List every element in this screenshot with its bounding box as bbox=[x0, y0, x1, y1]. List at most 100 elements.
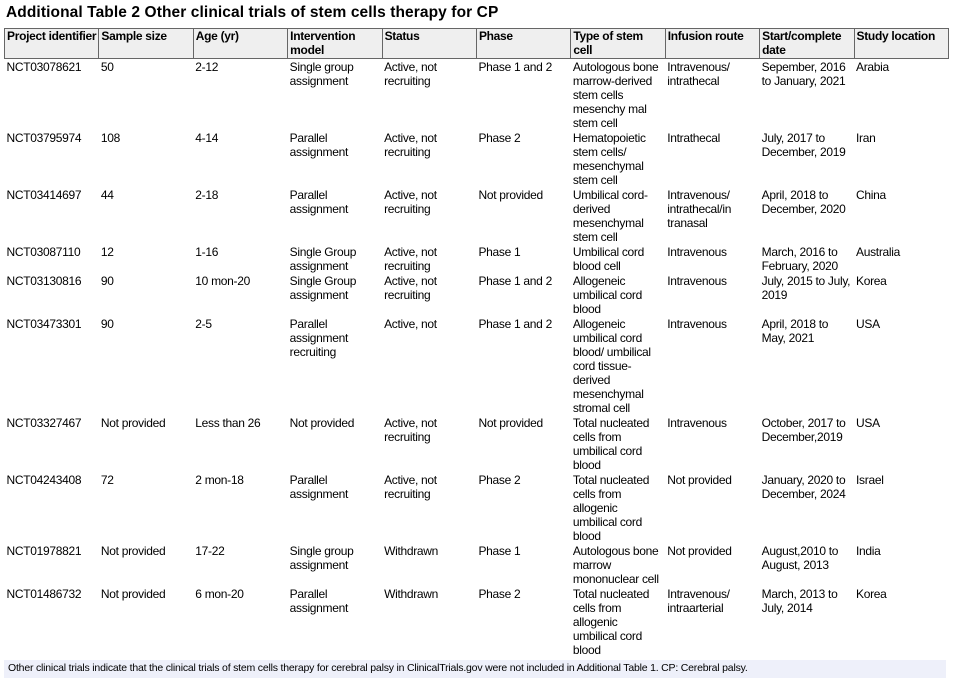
table-cell: Parallel assignment recruiting bbox=[289, 317, 349, 359]
table-cell: India bbox=[856, 544, 881, 558]
table-cell: NCT03795974 bbox=[6, 131, 82, 145]
table-cell: Umbilical cord blood cell bbox=[572, 245, 644, 273]
column-header: Age (yr) bbox=[192, 28, 289, 59]
column-header: Sample size bbox=[98, 28, 194, 59]
table-cell: Single group assignment bbox=[289, 544, 354, 572]
table-cell: Phase 2 bbox=[478, 131, 521, 145]
table-row: NCT03327467 Not provided Less than 26 Not p… bbox=[5, 415, 949, 472]
table-cell: Not provided bbox=[667, 544, 732, 558]
table-cell: NCT03087110 bbox=[6, 245, 81, 259]
table-cell: Australia bbox=[856, 245, 901, 259]
table-cell: Single Group assignment bbox=[289, 274, 357, 302]
column-header: Type of stem cell bbox=[570, 28, 666, 59]
table-cell: Active, not recruiting bbox=[384, 473, 437, 501]
table-row: NCT04243408 72 2 mon-18 Parallel assignment… bbox=[5, 472, 949, 543]
table-cell: NCT03078621 bbox=[6, 60, 82, 74]
column-header: Study location bbox=[853, 28, 949, 59]
column-header: Infusion route bbox=[664, 28, 761, 59]
table-cell: NCT01486732 bbox=[6, 587, 82, 601]
table-cell: 2-5 bbox=[195, 317, 212, 331]
table-cell: 2-18 bbox=[195, 188, 219, 202]
table-row: NCT01486732 Not provided 6 mon-20 Parallel … bbox=[5, 586, 949, 657]
table-row: NCT03795974 108 4-14 Parallel assignment Act… bbox=[5, 130, 949, 187]
table-body: NCT03078621 50 2-12 Single group assignment… bbox=[5, 59, 949, 657]
table-cell: Active, not recruiting bbox=[384, 188, 437, 216]
table-cell: Less than 26 bbox=[195, 416, 261, 430]
table-cell: 50 bbox=[100, 60, 114, 74]
table-cell: Phase 1 bbox=[478, 544, 521, 558]
table-cell: Sepember, 2016 to January, 2021 bbox=[761, 60, 846, 88]
column-header: Project identifier bbox=[3, 28, 100, 59]
table-cell: July, 2017 to December, 2019 bbox=[761, 131, 846, 159]
table-cell: 44 bbox=[100, 188, 114, 202]
table-cell: 6 mon-20 bbox=[195, 587, 244, 601]
table-cell: Not provided bbox=[478, 188, 543, 202]
table-cell: Intrathecal bbox=[667, 131, 720, 145]
table-row: NCT03087110 12 1-16 Single Group assignment… bbox=[5, 244, 949, 273]
table-cell: 72 bbox=[100, 473, 114, 487]
table-cell: 10 mon-20 bbox=[195, 274, 250, 288]
table-cell: Intravenous bbox=[667, 274, 727, 288]
table-cell: January, 2020 to December, 2024 bbox=[761, 473, 846, 501]
table-cell: 1-16 bbox=[195, 245, 219, 259]
table-cell: Phase 1 and 2 bbox=[478, 317, 552, 331]
table-cell: Active, not bbox=[384, 317, 437, 331]
table-cell: 108 bbox=[100, 131, 121, 145]
table-cell: Allogeneic umbilical cord blood bbox=[572, 274, 643, 316]
table-cell: Active, not recruiting bbox=[384, 60, 437, 88]
table-cell: Single Group assignment bbox=[289, 245, 357, 273]
table-cell: Intravenous bbox=[667, 416, 727, 430]
table-cell: NCT03327467 bbox=[6, 416, 82, 430]
table-cell: Not provided bbox=[100, 544, 166, 558]
column-header: Status bbox=[381, 28, 477, 59]
clinical-trials-table: Project identifier Sample size Age (yr) Int… bbox=[3, 28, 949, 657]
table-cell: Active, not recruiting bbox=[384, 245, 437, 273]
table-title: Additional Table 2 Other clinical trials… bbox=[6, 4, 499, 21]
table-cell: Not provided bbox=[100, 587, 166, 601]
table-cell: Arabia bbox=[856, 60, 889, 74]
table-cell: Intravenous/ intraarterial bbox=[667, 587, 730, 615]
table-cell: Total nucleated cells from umbilical cor… bbox=[572, 416, 650, 472]
table-cell: Allogeneic umbilical cord blood/ umbilic… bbox=[572, 317, 651, 415]
table-cell: USA bbox=[856, 416, 880, 430]
table-cell: China bbox=[856, 188, 886, 202]
table-cell: 4-14 bbox=[195, 131, 219, 145]
table-cell: NCT03130816 bbox=[6, 274, 82, 288]
table-cell: Autologous bone marrow mononuclear cell bbox=[572, 544, 659, 586]
table-cell: 90 bbox=[100, 317, 114, 331]
table-cell: Withdrawn bbox=[384, 587, 439, 601]
table-row: NCT03130816 90 10 mon-20 Single Group assig… bbox=[5, 273, 949, 316]
header-row: Project identifier Sample size Age (yr) Int… bbox=[3, 28, 949, 59]
table-cell: 2 mon-18 bbox=[195, 473, 244, 487]
table-cell: Total nucleated cells from allogenic umb… bbox=[572, 587, 650, 657]
table-cell: NCT01978821 bbox=[6, 544, 82, 558]
table-cell: Phase 1 bbox=[478, 245, 521, 259]
table-cell: USA bbox=[856, 317, 880, 331]
table-cell: Iran bbox=[856, 131, 876, 145]
table-row: NCT03078621 50 2-12 Single group assignment… bbox=[5, 59, 949, 131]
table-row: NCT03414697 44 2-18 Parallel assignment Acti… bbox=[5, 187, 949, 244]
table-cell: Not provided bbox=[289, 416, 355, 430]
table-cell: Parallel assignment bbox=[289, 188, 349, 216]
table-cell: Not provided bbox=[100, 416, 166, 430]
table-cell: Withdrawn bbox=[384, 544, 439, 558]
table-cell: Phase 2 bbox=[478, 473, 521, 487]
table-cell: July, 2015 to July, 2019 bbox=[761, 274, 851, 302]
table-cell: 17-22 bbox=[195, 544, 225, 558]
table-cell: Not provided bbox=[667, 473, 732, 487]
table-cell: Israel bbox=[856, 473, 884, 487]
table-cell: 2-12 bbox=[195, 60, 219, 74]
table-cell: 90 bbox=[100, 274, 114, 288]
table-cell: NCT03414697 bbox=[6, 188, 82, 202]
table-row: NCT01978821 Not provided 17-22 Single group… bbox=[5, 543, 949, 586]
table-cell: Parallel assignment bbox=[289, 587, 349, 615]
table-cell: October, 2017 to December,2019 bbox=[761, 416, 846, 444]
table-cell: Single group assignment bbox=[289, 60, 354, 88]
table-cell: Not provided bbox=[478, 416, 543, 430]
column-header: Phase bbox=[475, 28, 572, 59]
table-cell: March, 2016 to February, 2020 bbox=[761, 245, 839, 273]
table-row: NCT03473301 90 2-5 Parallel assignment recr… bbox=[5, 316, 949, 415]
table-cell: 12 bbox=[100, 245, 114, 259]
column-header: Intervention model bbox=[287, 28, 383, 59]
